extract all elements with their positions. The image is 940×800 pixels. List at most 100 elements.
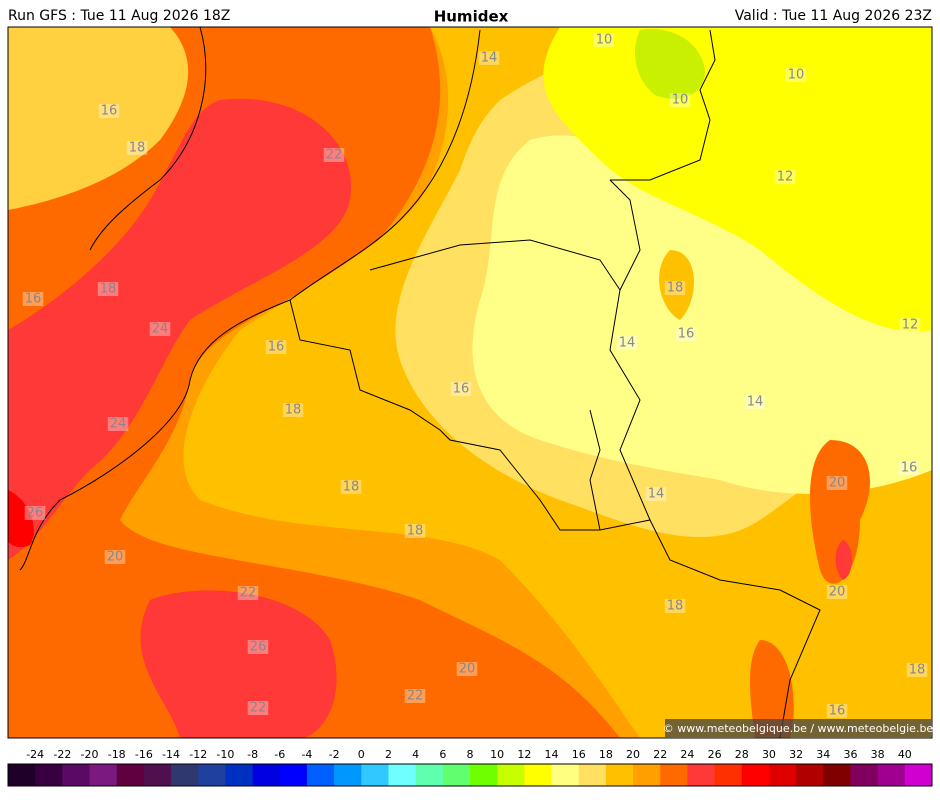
contour-label: 20 (829, 476, 846, 491)
border-netherlands (609, 179, 641, 291)
colorbar-swatch (470, 764, 498, 786)
colorbar-swatch (306, 764, 335, 786)
field-22-24-east (810, 440, 870, 584)
colorbar-swatch (904, 764, 933, 786)
colorbar-label: 2 (385, 748, 392, 761)
colorbar-swatch (687, 764, 716, 786)
colorbar-swatch (524, 764, 553, 786)
contour-label: 26 (27, 506, 44, 521)
contour-label-bg (22, 292, 44, 306)
colorbar-swatch (796, 764, 824, 786)
colorbar-swatch (850, 764, 879, 786)
colorbar-swatch (171, 764, 199, 786)
border-luxembourg (589, 409, 601, 531)
colorbar-swatch (633, 764, 661, 786)
contour-label-bg (247, 640, 269, 654)
contour-label-bg (898, 461, 920, 475)
contour-label-bg (744, 395, 766, 409)
contour-label-bg (340, 480, 362, 494)
contour-labels: 10 14 10 10 16 18 22 12 16 18 18 24 16 14 16 12 16 18 14 24… (22, 33, 928, 719)
contour-label-bg (616, 336, 638, 350)
map-frame (7, 26, 933, 739)
contour-label: 26 (250, 640, 267, 655)
colorbar-label: -22 (53, 748, 71, 761)
contour-label-bg (282, 403, 304, 417)
contour-label: 14 (619, 336, 636, 351)
contour-label: 16 (829, 704, 846, 719)
field-8-10 (635, 29, 705, 99)
colorbar-label: -10 (216, 748, 234, 761)
contour-label-bg (774, 170, 796, 184)
contour-label: 14 (481, 51, 498, 66)
contour-label: 22 (407, 689, 424, 704)
field-24-26-east (835, 540, 852, 580)
colorbar-swatch (551, 764, 580, 786)
colorbar-swatch (497, 764, 525, 786)
contour-label: 22 (326, 148, 343, 163)
colorbar-swatch (334, 764, 362, 786)
colorbar-swatch (198, 764, 226, 786)
colorbar-swatch (415, 764, 444, 786)
colorbar-label: -4 (301, 748, 312, 761)
colorbar-label: -6 (274, 748, 285, 761)
run-label: Run GFS : Tue 11 Aug 2026 18Z (8, 8, 230, 24)
colorbar-label: -20 (81, 748, 99, 761)
contour-label-bg (785, 68, 807, 82)
contour-label-bg (107, 417, 129, 431)
border-north (610, 29, 716, 181)
contour-label-bg (826, 476, 848, 490)
contour-label-bg (323, 148, 345, 162)
colorbar: -24 -22 -20 -18 -16 -14 -12 -10 -8 -6 -4 -2 0 2 4 6 8 10 1… (7, 748, 933, 787)
contour-label-bg (593, 33, 615, 47)
colorbar-label: 26 (708, 748, 722, 761)
colorbar-label: 10 (490, 748, 504, 761)
colorbar-label: 4 (412, 748, 419, 761)
contour-label: 10 (672, 93, 689, 108)
map-fields (8, 27, 932, 738)
contour-label: 18 (129, 141, 146, 156)
colorbar-label: 20 (626, 748, 640, 761)
contour-label-bg (645, 487, 667, 501)
contour-label-bg (899, 318, 921, 332)
contour-label: 10 (596, 33, 613, 48)
contour-label: 18 (407, 524, 424, 539)
contour-label: 16 (678, 327, 695, 342)
contour-label-bg (404, 689, 426, 703)
contour-label: 18 (343, 480, 360, 495)
colorbar-label: 30 (762, 748, 776, 761)
credit: © www.meteobelgique.be / www.meteobelgie… (663, 722, 934, 735)
colorbar-label: 38 (871, 748, 885, 761)
contour-label-bg (826, 585, 848, 599)
contour-label: 16 (25, 292, 42, 307)
contour-label-bg (906, 663, 928, 677)
contour-label-bg (826, 704, 848, 718)
colorbar-label: 24 (680, 748, 694, 761)
contour-label-bg (98, 104, 120, 118)
field-24-26 (8, 98, 352, 560)
colorbar-label: 34 (816, 748, 830, 761)
contour-label: 20 (107, 550, 124, 565)
contour-label: 20 (829, 585, 846, 600)
colorbar-label: 22 (653, 748, 667, 761)
colorbar-label: -14 (162, 748, 180, 761)
contour-label: 16 (901, 461, 918, 476)
contour-label: 14 (747, 395, 764, 410)
contour-label-bg (664, 599, 686, 613)
contour-label: 24 (152, 322, 169, 337)
contour-label: 16 (453, 382, 470, 397)
contour-label-bg (149, 322, 171, 336)
colorbar-label: 6 (439, 748, 446, 761)
valid-label: Valid : Tue 11 Aug 2026 23Z (735, 8, 932, 24)
contour-label: 12 (777, 170, 794, 185)
colorbar-label: 36 (843, 748, 857, 761)
field-10-12 (543, 27, 932, 332)
colorbar-swatch (143, 764, 172, 786)
colorbar-swatch (823, 764, 851, 786)
colorbar-swatch (35, 764, 63, 786)
colorbar-swatch (8, 764, 36, 786)
contour-label-bg (456, 662, 478, 676)
colorbar-label: 18 (599, 748, 613, 761)
colorbar-swatch (714, 764, 743, 786)
colorbar-label: -12 (189, 748, 207, 761)
contour-label: 18 (667, 599, 684, 614)
